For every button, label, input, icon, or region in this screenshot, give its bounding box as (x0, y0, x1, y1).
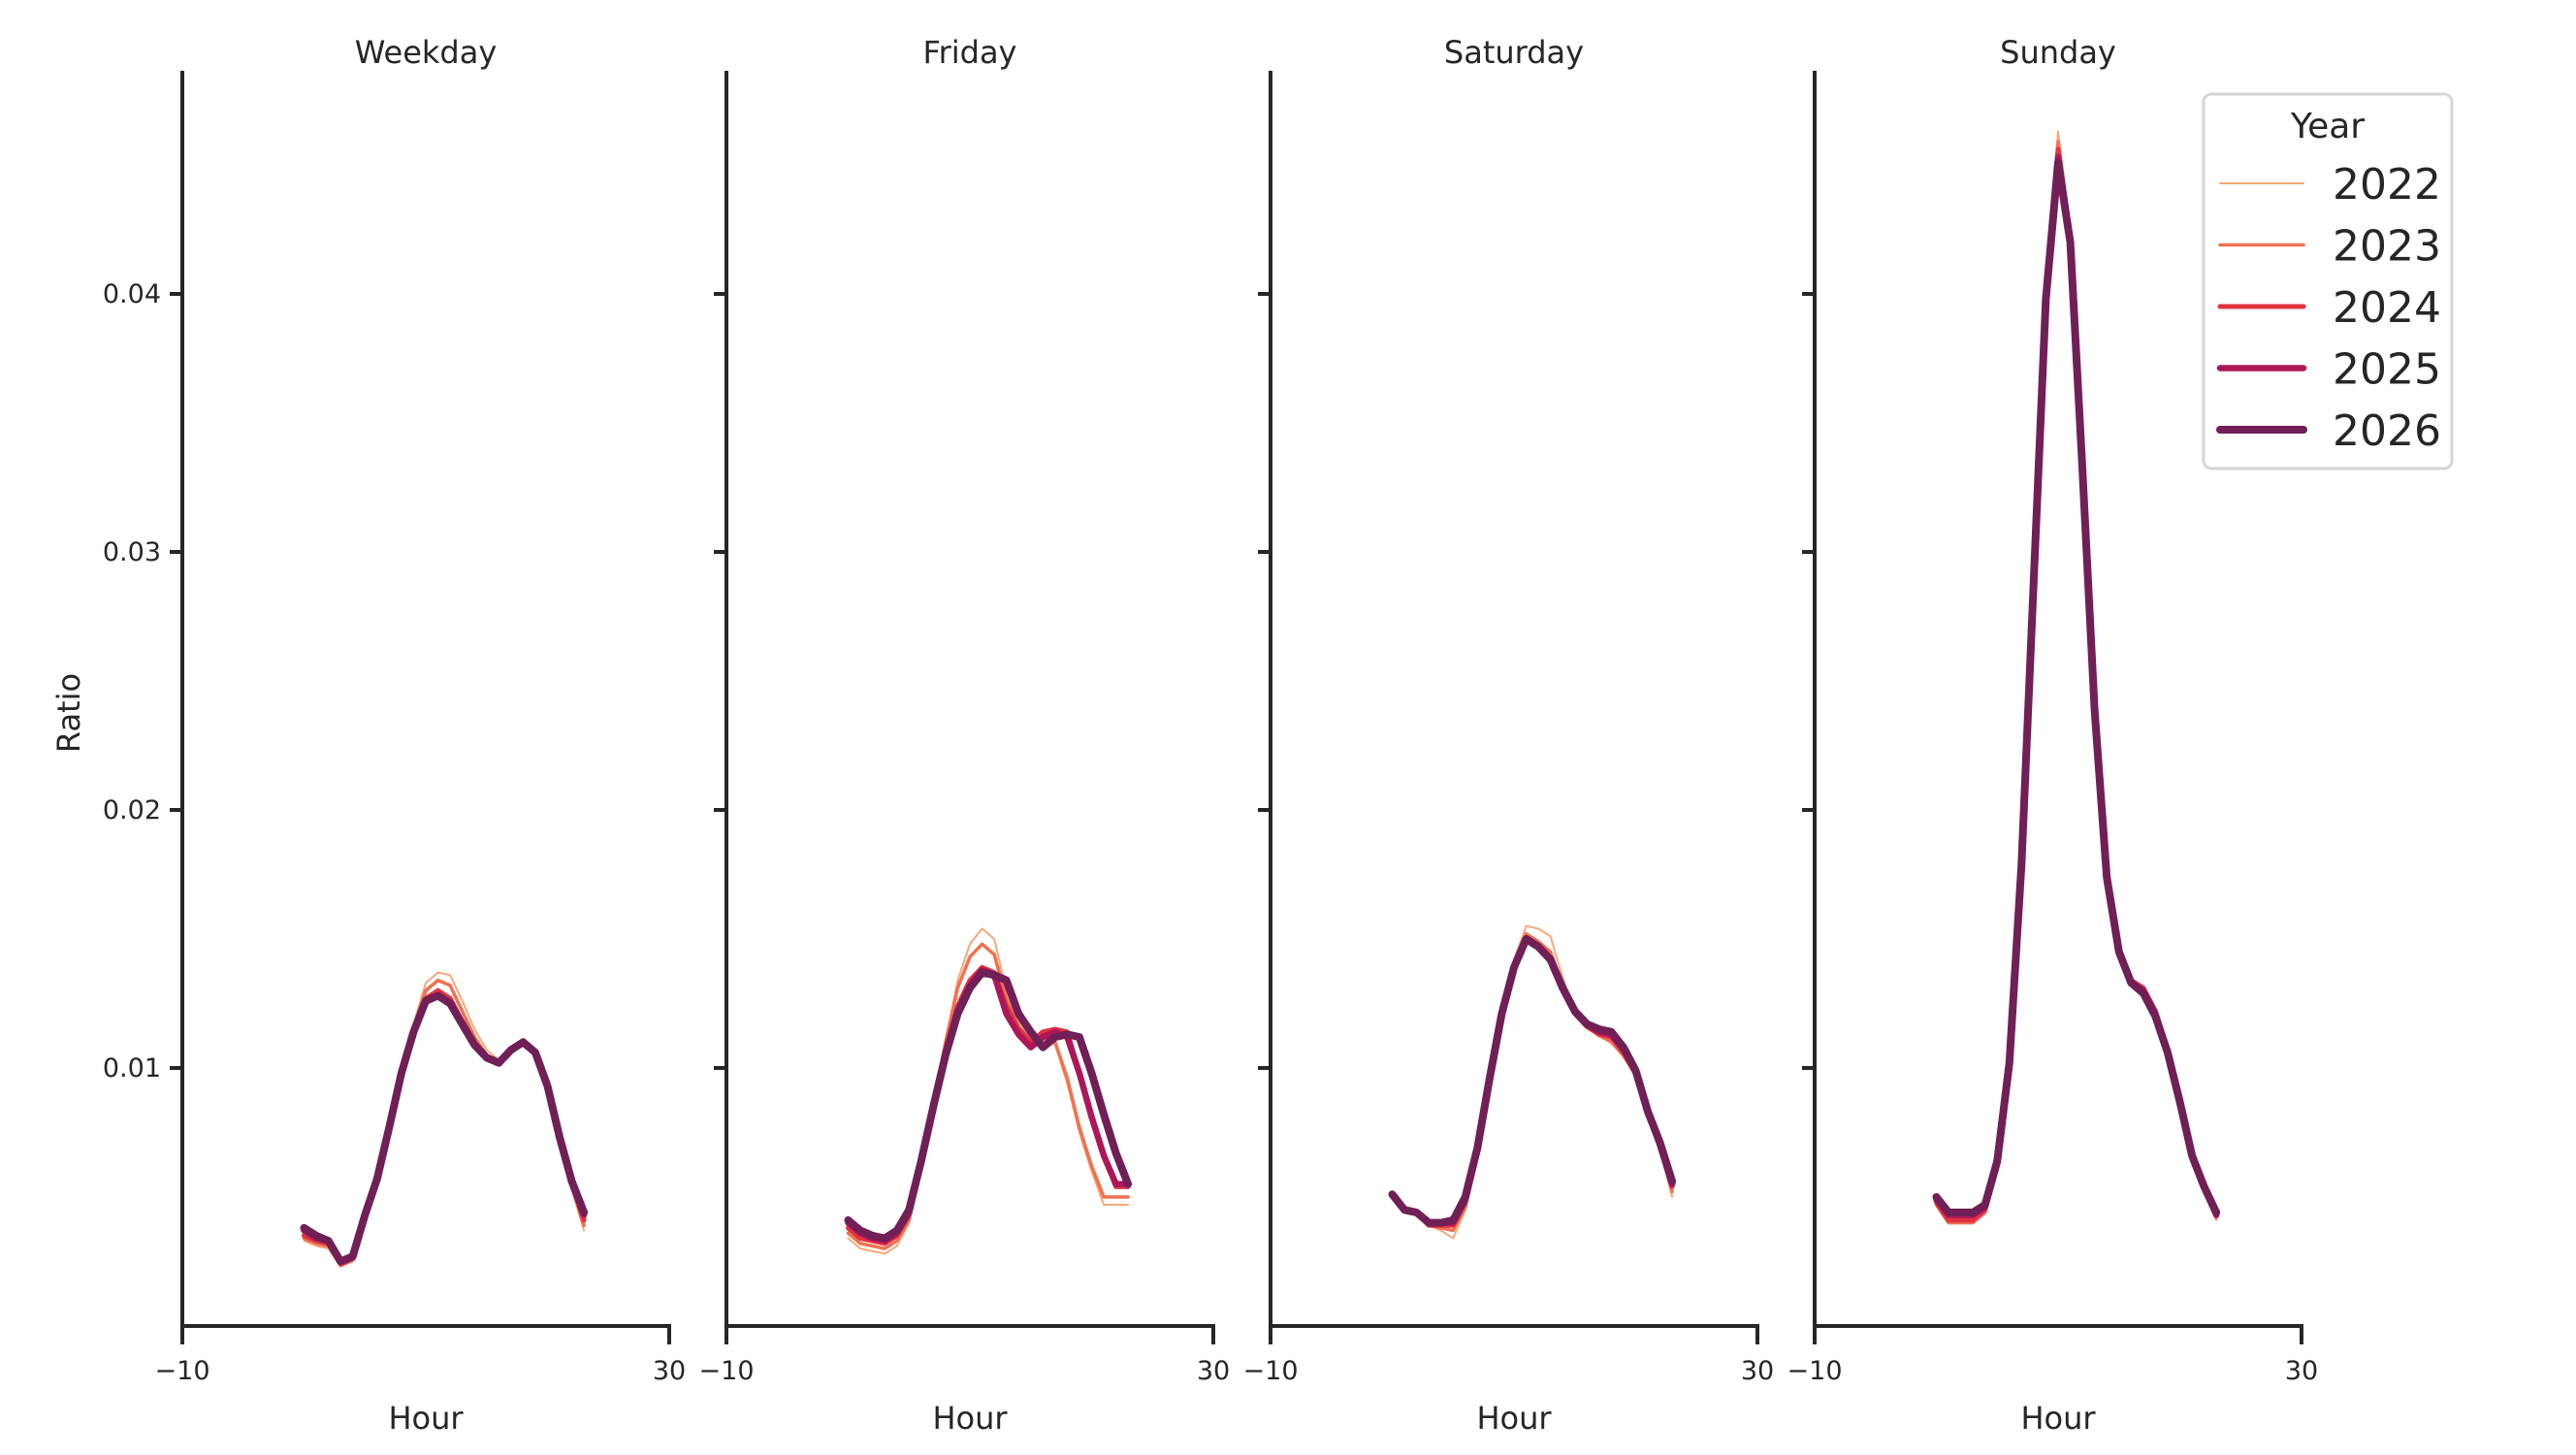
chart-panels: Weekday 0.01 0.02 0.03 0.04 −10 30 Hour Friday −1… (103, 34, 2318, 1437)
x-tick-label: −10 (155, 1356, 210, 1386)
panel-sunday: Sunday −10 30 Hour (1787, 34, 2319, 1437)
series-line-2025 (301, 992, 588, 1265)
panel-saturday: Saturday −10 30 Hour (1243, 34, 1775, 1437)
series-line-2026 (300, 991, 589, 1266)
panel-weekday: Weekday 0.01 0.02 0.03 0.04 −10 30 Hour (103, 34, 686, 1437)
legend-entry-2022: 2022 (2219, 160, 2441, 210)
y-tick-label: 0.01 (103, 1053, 161, 1083)
series-line-2023 (302, 978, 586, 1266)
legend-label: 2026 (2333, 406, 2441, 456)
panel-title: Friday (923, 34, 1017, 71)
legend-entry-2025: 2025 (2216, 345, 2441, 395)
panel-title: Sunday (2000, 34, 2116, 71)
x-tick-label: 30 (1741, 1356, 1774, 1386)
x-tick-label: −10 (1243, 1356, 1299, 1386)
x-tick-label: 30 (2285, 1356, 2318, 1386)
series-line-2022 (1391, 924, 1674, 1240)
x-tick-label: −10 (1787, 1356, 1843, 1386)
legend-entry-2026: 2026 (2216, 406, 2441, 456)
x-axis-label: Hour (2020, 1400, 2096, 1437)
y-tick-label: 0.02 (103, 795, 161, 825)
panel-friday: Friday −10 30 Hour (699, 34, 1231, 1437)
x-tick-label: −10 (699, 1356, 755, 1386)
series-line-2025 (845, 966, 1132, 1245)
y-tick-label: 0.04 (103, 279, 161, 309)
legend-label: 2025 (2333, 345, 2441, 395)
legend-label: 2024 (2333, 283, 2441, 333)
y-axis-label-group: Ratio (50, 673, 87, 753)
legend: Year 2022 2023 2024 2025 2026 (2202, 92, 2454, 470)
series-line-2026 (1388, 935, 1677, 1227)
legend-title: Year (2290, 107, 2365, 146)
series-line-2026 (844, 968, 1133, 1243)
legend-entry-2024: 2024 (2217, 283, 2441, 333)
legend-box (2202, 92, 2454, 470)
series-line-2024 (1390, 936, 1675, 1228)
x-axis-label: Hour (388, 1400, 464, 1437)
panel-title: Weekday (355, 34, 498, 71)
panel-title: Saturday (1444, 34, 1584, 71)
series-line-2025 (1389, 935, 1676, 1226)
x-tick-label: 30 (653, 1356, 686, 1386)
x-axis-label: Hour (1476, 1400, 1552, 1437)
series-line-2024 (302, 987, 587, 1267)
legend-entry-2023: 2023 (2218, 222, 2441, 272)
legend-entries: 2022 2023 2024 2025 2026 (2216, 160, 2441, 456)
x-axis-label: Hour (932, 1400, 1008, 1437)
x-tick-label: 30 (1197, 1356, 1230, 1386)
series-line-2022 (303, 971, 586, 1268)
legend-label: 2023 (2333, 222, 2441, 272)
legend-label: 2022 (2333, 160, 2441, 210)
series-line-2026 (1932, 158, 2221, 1216)
y-tick-label: 0.03 (103, 537, 161, 567)
y-axis-label: Ratio (50, 673, 87, 753)
series-line-2023 (846, 942, 1130, 1250)
series-line-2023 (1390, 931, 1674, 1233)
